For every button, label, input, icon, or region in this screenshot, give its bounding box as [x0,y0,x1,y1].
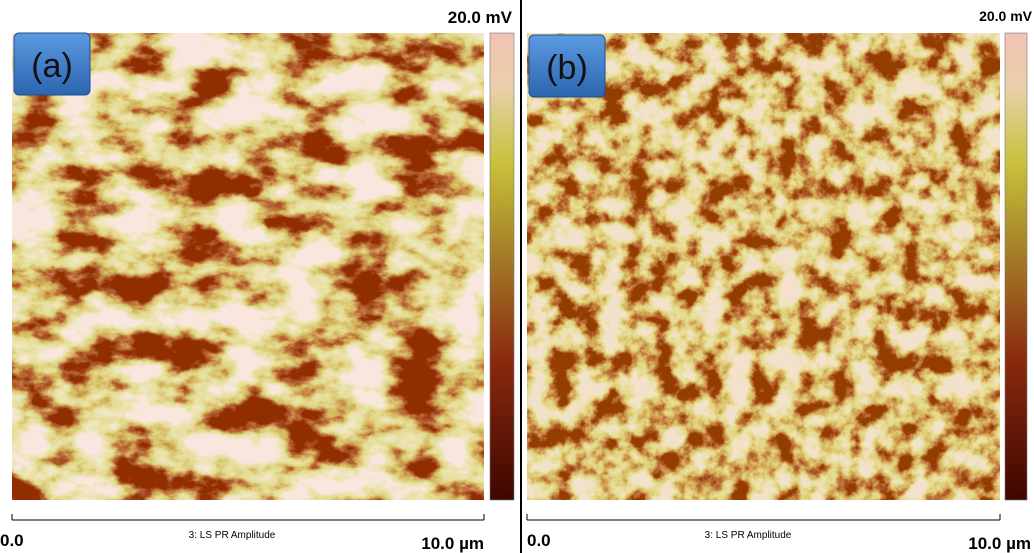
panel-b: 20.0 mV (b) 0.0 3: LS PR Amplitude 10.0 … [527,8,1033,553]
color-bar [490,33,514,500]
panel-a: 20.0 mV (a) 0.0 3: LS PR Amplitude 10.0 … [0,8,514,553]
x-min: 0.0 [0,531,24,550]
amplitude-image [527,33,1000,500]
scale-max: 20.0 mV [979,8,1033,24]
x-min: 0.0 [527,531,551,550]
color-bar [1005,33,1027,500]
figure: 20.0 mV (a) 0.0 3: LS PR Amplitude 10.0 … [0,0,1034,553]
x-max: 10.0 µm [421,534,484,553]
panel-label: (a) [31,47,73,85]
scale-max: 20.0 mV [448,8,513,27]
caption: 3: LS PR Amplitude [189,530,276,541]
caption: 3: LS PR Amplitude [705,530,792,541]
amplitude-image [12,33,484,500]
panel-label: (b) [546,49,588,87]
x-max: 10.0 µm [968,534,1031,553]
